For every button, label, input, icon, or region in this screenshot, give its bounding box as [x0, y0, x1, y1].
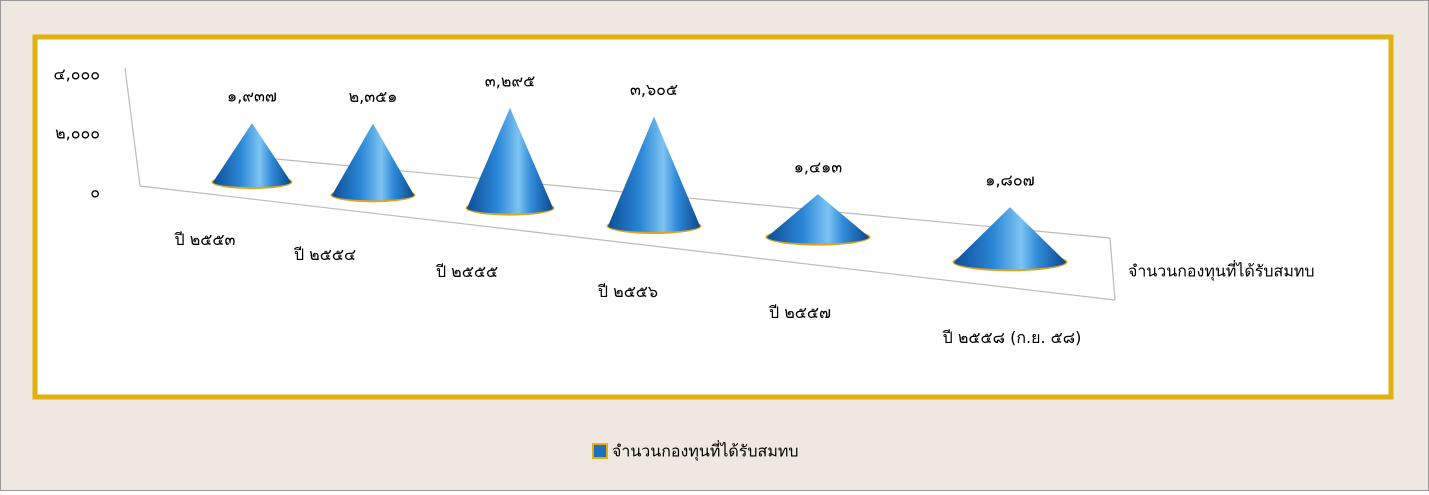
cone — [608, 116, 700, 232]
data-label: ๑,๔๑๓ — [794, 158, 843, 177]
cone — [467, 107, 553, 214]
legend-swatch — [592, 443, 608, 459]
x-tick-label: ปี ๒๕๕๓ — [174, 230, 236, 249]
depth-axis-label: จำนวนกองทุนที่ได้รับสมทบ — [1128, 260, 1315, 282]
y-tick-label: ๔,๐๐๐ — [54, 65, 101, 84]
data-label: ๓,๒๙๕ — [485, 71, 535, 90]
data-label: ๑,๘๐๗ — [985, 171, 1034, 190]
data-label: ๒,๓๕๑ — [349, 87, 398, 106]
y-tick-label: ๒,๐๐๐ — [55, 124, 100, 143]
cone — [213, 123, 291, 188]
plot-frame — [32, 34, 1394, 400]
cone — [332, 123, 414, 201]
legend-label: จำนวนกองทุนที่ได้รับสมทบ — [612, 440, 799, 462]
x-tick-label: ปี ๒๕๕๕ — [435, 262, 499, 281]
x-tick-label: ปี ๒๕๕๗ — [768, 303, 832, 322]
x-tick-label: ปี ๒๕๕๘ (ก.ย. ๕๘) — [942, 328, 1082, 347]
data-label: ๑,๙๓๗ — [227, 87, 277, 106]
x-tick-label: ปี ๒๕๕๖ — [597, 282, 659, 301]
cone — [954, 207, 1066, 270]
y-tick-label: ๐ — [90, 183, 100, 202]
x-tick-label: ปี ๒๕๕๔ — [293, 245, 357, 264]
data-label: ๓,๖๐๕ — [630, 80, 678, 99]
cone — [767, 194, 869, 244]
